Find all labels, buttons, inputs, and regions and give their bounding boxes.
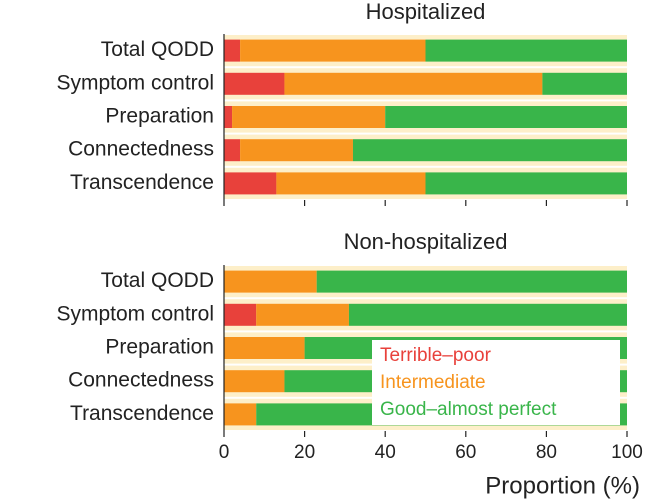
bar-segment [224, 270, 317, 293]
bar-segment [425, 172, 627, 195]
legend-entry: Good–almost perfect [380, 399, 557, 420]
legend-entry: Terrible–poor [380, 345, 492, 366]
y-tick-label: Preparation [105, 336, 214, 359]
bar-segment [224, 172, 277, 195]
bar-segment [232, 106, 386, 128]
bar-segment [224, 39, 241, 62]
legend-entry: Intermediate [380, 372, 486, 393]
y-tick-label: Connectedness [68, 369, 214, 392]
y-tick-label: Transcendence [70, 171, 214, 194]
bar-segment [425, 39, 627, 62]
bar-segment [385, 106, 627, 128]
bar-segment [284, 72, 543, 95]
bar-segment [224, 72, 285, 95]
y-tick-label: Connectedness [68, 138, 214, 161]
bar-segment [224, 106, 233, 128]
x-tick-label: 0 [219, 442, 230, 463]
y-tick-label: Transcendence [70, 402, 214, 425]
y-tick-label: Preparation [105, 105, 214, 128]
bar-segment [276, 172, 426, 195]
legend-box [372, 340, 620, 425]
bar-segment [224, 303, 257, 326]
bar-segment [352, 139, 627, 162]
y-tick-label: Total QODD [101, 269, 214, 292]
bar-segment [224, 370, 285, 393]
bar-segment [256, 303, 349, 326]
bar-segment [224, 403, 257, 426]
y-tick-label: Symptom control [56, 71, 214, 94]
x-tick-label: 100 [611, 442, 643, 463]
x-tick-label: 60 [455, 442, 476, 463]
panel-title: Non-hospitalized [344, 229, 508, 254]
x-tick-label: 40 [375, 442, 396, 463]
bar-segment [240, 139, 353, 162]
bar-segment [348, 303, 627, 326]
panel-title: Hospitalized [366, 0, 486, 24]
y-tick-label: Symptom control [56, 302, 214, 325]
x-tick-label: 80 [536, 442, 557, 463]
x-axis-label: Proportion (%) [485, 472, 640, 499]
bar-segment [224, 139, 241, 162]
y-tick-label: Total QODD [101, 38, 214, 61]
bar-segment [240, 39, 426, 62]
bar-segment [542, 72, 627, 95]
x-tick-label: 20 [294, 442, 315, 463]
bar-segment [316, 270, 627, 293]
bar-segment [224, 337, 305, 359]
